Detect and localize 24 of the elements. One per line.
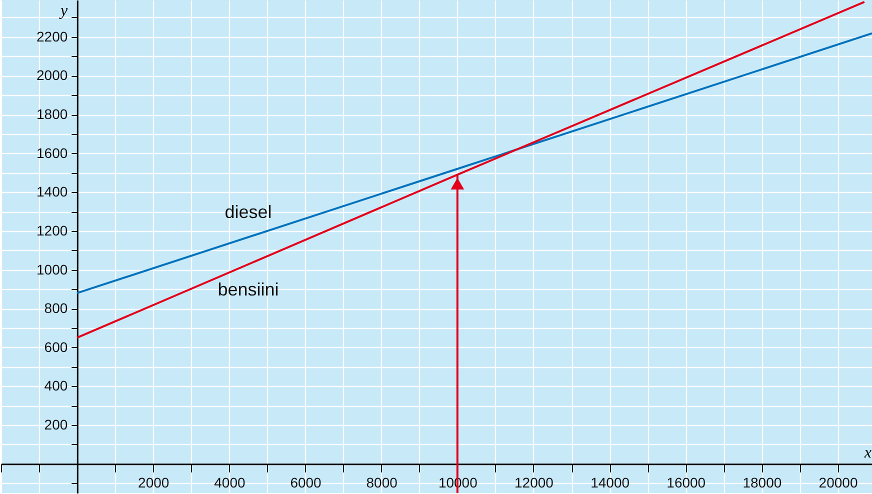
series-label: bensiini xyxy=(218,279,279,300)
x-tick-label: 14000 xyxy=(590,474,630,490)
y-tick-label: 2000 xyxy=(36,67,68,84)
x-tick-label: 2000 xyxy=(138,474,170,490)
y-axis-title: y xyxy=(58,2,69,20)
series-label: diesel xyxy=(224,202,272,222)
y-tick-label: 1800 xyxy=(36,106,68,122)
y-tick-label: 1600 xyxy=(36,144,68,161)
y-tick-label: 600 xyxy=(44,338,68,355)
y-tick-label: 800 xyxy=(44,300,68,316)
x-tick-label: 16000 xyxy=(666,474,706,490)
y-tick-label: 1200 xyxy=(36,222,68,238)
x-axis-title: x xyxy=(863,444,872,462)
y-tick-label: 2200 xyxy=(36,28,68,44)
x-tick-label: 18000 xyxy=(742,474,782,490)
x-tick-label: 12000 xyxy=(514,474,554,490)
x-tick-label: 20000 xyxy=(818,474,858,490)
x-tick-label: 8000 xyxy=(366,474,398,490)
y-tick-label: 1000 xyxy=(36,261,68,278)
x-tick-label: 6000 xyxy=(290,474,322,490)
x-tick-label: 4000 xyxy=(214,474,246,490)
y-tick-label: 400 xyxy=(44,378,68,394)
y-tick-label: 200 xyxy=(44,416,68,433)
y-tick-label: 1400 xyxy=(36,184,68,200)
